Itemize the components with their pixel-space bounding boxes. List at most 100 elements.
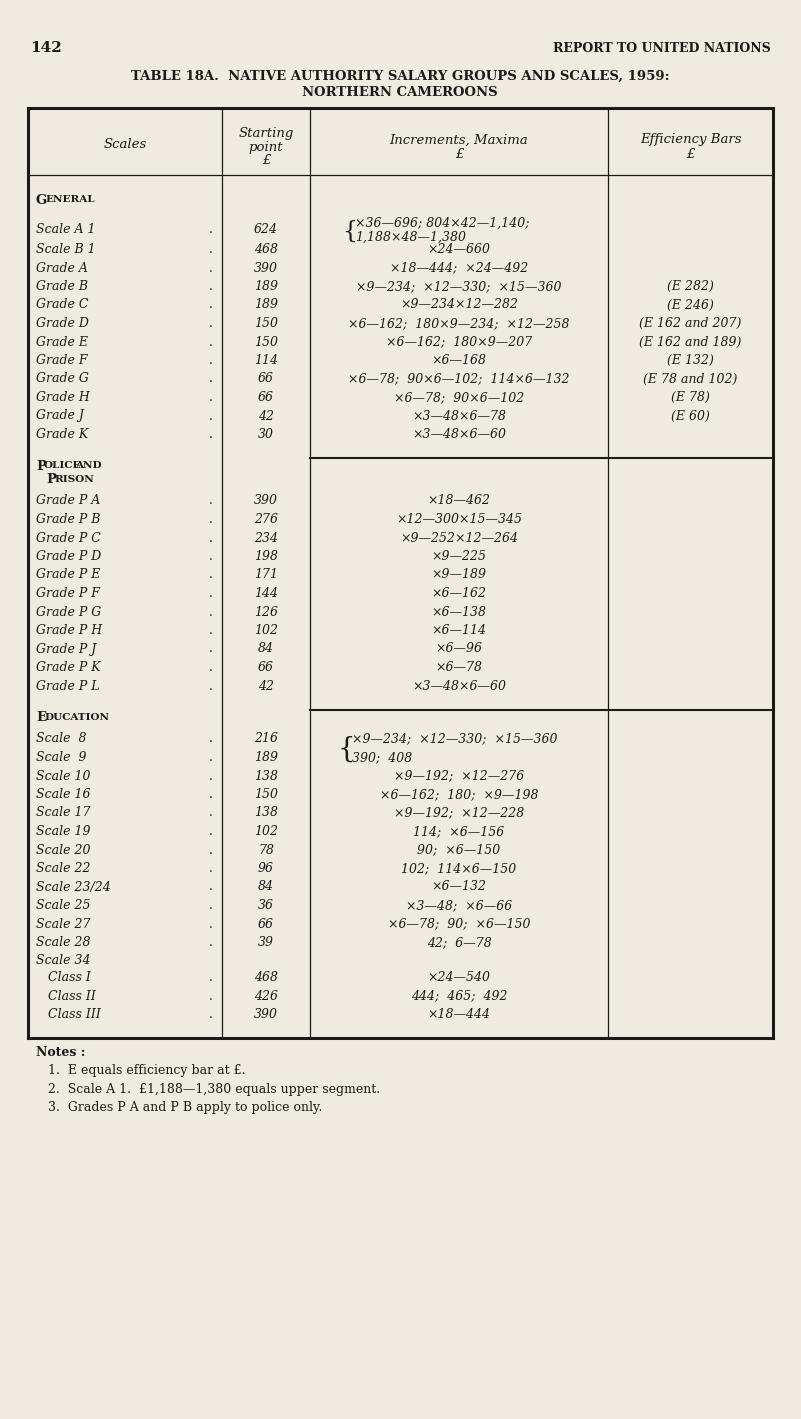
Text: NORTHERN CAMEROONS: NORTHERN CAMEROONS	[302, 87, 497, 99]
Text: ×36—696; 804×42—1,140;: ×36—696; 804×42—1,140;	[355, 217, 529, 230]
Text: .: .	[209, 769, 213, 782]
Text: .: .	[209, 410, 213, 423]
Text: ×6—96: ×6—96	[436, 643, 482, 656]
Text: 468: 468	[254, 243, 278, 255]
Text: Grade A: Grade A	[36, 261, 88, 274]
Text: P: P	[46, 473, 56, 485]
Text: .: .	[209, 1007, 213, 1022]
Text: 144: 144	[254, 587, 278, 600]
Text: ×18—462: ×18—462	[428, 494, 490, 508]
Text: Class II: Class II	[48, 989, 96, 1002]
Text: .: .	[209, 243, 213, 255]
Text: ×9—192;  ×12—276: ×9—192; ×12—276	[394, 769, 524, 782]
Text: Scale 19: Scale 19	[36, 824, 91, 839]
Text: Grade C: Grade C	[36, 298, 88, 312]
Text: .: .	[209, 881, 213, 894]
Text: 189: 189	[254, 280, 278, 292]
Text: ×6—78;  90×6—102: ×6—78; 90×6—102	[394, 392, 524, 404]
Text: ×6—162;  180×9—234;  ×12—258: ×6—162; 180×9—234; ×12—258	[348, 316, 570, 331]
Text: ×6—78;  90×6—102;  114×6—132: ×6—78; 90×6—102; 114×6—132	[348, 373, 570, 386]
Text: 102: 102	[254, 624, 278, 637]
Text: E: E	[36, 711, 46, 724]
Text: ×9—192;  ×12—228: ×9—192; ×12—228	[394, 806, 524, 820]
Text: Grade P G: Grade P G	[36, 606, 101, 619]
Text: .: .	[209, 824, 213, 839]
Text: 66: 66	[258, 373, 274, 386]
Text: Grade P J: Grade P J	[36, 643, 96, 656]
Text: 39: 39	[258, 937, 274, 949]
Text: Scale 23/24: Scale 23/24	[36, 881, 111, 894]
Text: ×9—234×12—282: ×9—234×12—282	[400, 298, 518, 312]
Text: {: {	[338, 735, 356, 763]
Text: 102: 102	[254, 824, 278, 839]
Text: Scale  9: Scale 9	[36, 751, 87, 763]
Text: Class I: Class I	[48, 971, 91, 983]
Text: .: .	[209, 316, 213, 331]
Text: Grade B: Grade B	[36, 280, 88, 292]
Text: (E 78): (E 78)	[671, 392, 710, 404]
Text: 150: 150	[254, 788, 278, 800]
Text: Grade E: Grade E	[36, 335, 88, 349]
Text: .: .	[209, 732, 213, 745]
Text: ENERAL: ENERAL	[45, 196, 95, 204]
Text: 390;  408: 390; 408	[352, 751, 413, 763]
Text: 66: 66	[258, 392, 274, 404]
Text: .: .	[209, 280, 213, 292]
Text: .: .	[209, 751, 213, 763]
Text: .: .	[209, 587, 213, 600]
Text: Scale 25: Scale 25	[36, 900, 91, 912]
Text: .: .	[209, 643, 213, 656]
Text: 114;  ×6—156: 114; ×6—156	[413, 824, 505, 839]
Text: 171: 171	[254, 569, 278, 582]
Text: .: .	[209, 429, 213, 441]
Text: Efficiency Bars: Efficiency Bars	[640, 133, 741, 146]
Text: .: .	[209, 661, 213, 674]
Text: ×6—162;  180;  ×9—198: ×6—162; 180; ×9—198	[380, 788, 538, 800]
Text: 84: 84	[258, 881, 274, 894]
Text: ×9—252×12—264: ×9—252×12—264	[400, 532, 518, 545]
Text: ×24—540: ×24—540	[428, 971, 490, 983]
Text: 84: 84	[258, 643, 274, 656]
Text: .: .	[209, 569, 213, 582]
Text: Grade P L: Grade P L	[36, 680, 99, 692]
Text: Scale 34: Scale 34	[36, 955, 91, 968]
Text: 390: 390	[254, 494, 278, 508]
Text: 126: 126	[254, 606, 278, 619]
Text: 390: 390	[254, 261, 278, 274]
Text: £: £	[455, 149, 463, 162]
Text: (E 162 and 189): (E 162 and 189)	[639, 335, 742, 349]
Text: .: .	[209, 223, 213, 236]
Text: 66: 66	[258, 918, 274, 931]
Text: 138: 138	[254, 769, 278, 782]
Text: Scale A 1: Scale A 1	[36, 223, 95, 236]
Text: 138: 138	[254, 806, 278, 820]
Text: ×6—132: ×6—132	[432, 881, 486, 894]
Text: ×6—162: ×6—162	[432, 587, 486, 600]
Text: .: .	[209, 971, 213, 983]
Text: 216: 216	[254, 732, 278, 745]
Text: .: .	[209, 918, 213, 931]
Text: 444;  465;  492: 444; 465; 492	[411, 989, 507, 1002]
Text: DUCATION: DUCATION	[44, 712, 109, 722]
Text: 90;  ×6—150: 90; ×6—150	[417, 843, 501, 857]
Text: (E 282): (E 282)	[667, 280, 714, 292]
Text: 468: 468	[254, 971, 278, 983]
Text: ×6—78: ×6—78	[436, 661, 482, 674]
Text: ×9—234;  ×12—330;  ×15—360: ×9—234; ×12—330; ×15—360	[352, 732, 557, 745]
Text: 234: 234	[254, 532, 278, 545]
Text: ×6—162;  180×9—207: ×6—162; 180×9—207	[386, 335, 532, 349]
Text: ×3—48×6—78: ×3—48×6—78	[412, 410, 506, 423]
Text: {: {	[342, 220, 357, 243]
Text: 36: 36	[258, 900, 274, 912]
Text: Grade P B: Grade P B	[36, 514, 100, 526]
Text: ×6—168: ×6—168	[432, 353, 486, 368]
Text: .: .	[209, 353, 213, 368]
Text: 426: 426	[254, 989, 278, 1002]
Text: ×6—114: ×6—114	[432, 624, 486, 637]
Text: .: .	[209, 937, 213, 949]
Text: £: £	[262, 155, 270, 167]
Text: OLICE: OLICE	[44, 461, 82, 471]
Text: Grade P K: Grade P K	[36, 661, 101, 674]
Text: .: .	[209, 806, 213, 820]
Text: Scale 28: Scale 28	[36, 937, 91, 949]
